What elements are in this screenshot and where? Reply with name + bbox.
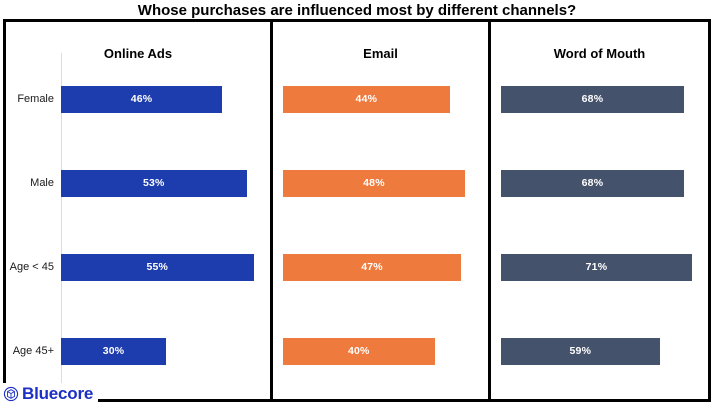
bar-track: 46% [61,85,264,113]
bar-row-male: 48% [273,141,488,225]
bar-value-label: 48% [363,177,385,189]
bar-value-label: 53% [142,177,165,189]
category-label: Age < 45 [9,261,54,273]
bar-track: 71% [501,253,700,281]
bar-word-of-mouth-male: 68% [501,169,684,197]
bar-email-male: 48% [283,169,465,197]
bar-value-label: 68% [581,177,604,189]
bar-email-age-45: 47% [283,253,462,281]
panel-word-of-mouth: Word of Mouth 68% 68% 71% 59% [491,22,708,399]
bar-row-age-45: 71% [491,225,708,309]
panel-header-online-ads: Online Ads [103,46,173,61]
bar-rows: Female 46% Male 53% Age < 45 55% Age 45+ 30% [6,57,270,393]
brand-logo: Bluecore [2,383,99,405]
panel-header-email: Email [363,46,398,61]
category-label: Female [17,93,54,105]
bar-rows: 44% 48% 47% 40% [273,57,488,393]
bar-row-age-45: 47% [273,225,488,309]
bar-value-label: 71% [585,261,608,273]
bar-row-age-45: 59% [491,309,708,393]
bar-word-of-mouth-female: 68% [501,85,684,113]
category-axis-line [61,53,62,390]
bar-row-male: Male 53% [6,141,270,225]
bar-track: 48% [283,169,480,197]
bar-online-ads-age-45: 30% [61,337,166,365]
bar-rows: 68% 68% 71% 59% [491,57,708,393]
bar-value-label: 68% [581,93,604,105]
bar-value-label: 55% [146,261,169,273]
bar-value-label: 59% [569,345,592,357]
bar-email-female: 44% [283,85,450,113]
bar-online-ads-male: 53% [61,169,247,197]
bar-track: 30% [61,337,264,365]
bar-value-label: 46% [130,93,153,105]
bluecore-logo-icon [3,386,19,402]
bar-row-age-45: Age 45+ 30% [6,309,270,393]
bar-value-label: 47% [361,261,383,273]
bar-track: 68% [501,85,700,113]
bar-row-female: Female 46% [6,57,270,141]
bar-track: 40% [283,337,480,365]
bar-value-label: 44% [355,93,378,105]
bar-track: 68% [501,169,700,197]
bar-row-female: 44% [273,57,488,141]
bar-email-age-45: 40% [283,337,435,365]
chart-title: Whose purchases are influenced most by d… [137,2,577,19]
panel-header-word-of-mouth: Word of Mouth [553,46,646,61]
bar-row-female: 68% [491,57,708,141]
bar-online-ads-female: 46% [61,85,222,113]
bar-word-of-mouth-age-45: 71% [501,253,692,281]
bar-track: 55% [61,253,264,281]
category-label: Age 45+ [12,345,54,357]
bar-value-label: 30% [102,345,125,357]
bar-online-ads-age-45: 55% [61,253,254,281]
brand-name: Bluecore [22,384,94,403]
bar-value-label: 40% [347,345,370,357]
bar-track: 59% [501,337,700,365]
bar-track: 44% [283,85,480,113]
bar-row-age-45: Age < 45 55% [6,225,270,309]
chart-board: Online Ads Female 46% Male 53% Age < 45 55% Age… [3,19,711,402]
bar-track: 53% [61,169,264,197]
panel-email: Email 44% 48% 47% 40% [273,22,491,399]
bar-row-male: 68% [491,141,708,225]
bar-track: 47% [283,253,480,281]
bar-word-of-mouth-age-45: 59% [501,337,660,365]
panel-online-ads: Online Ads Female 46% Male 53% Age < 45 55% Age… [6,22,273,399]
bar-row-age-45: 40% [273,309,488,393]
category-label: Male [30,177,54,189]
